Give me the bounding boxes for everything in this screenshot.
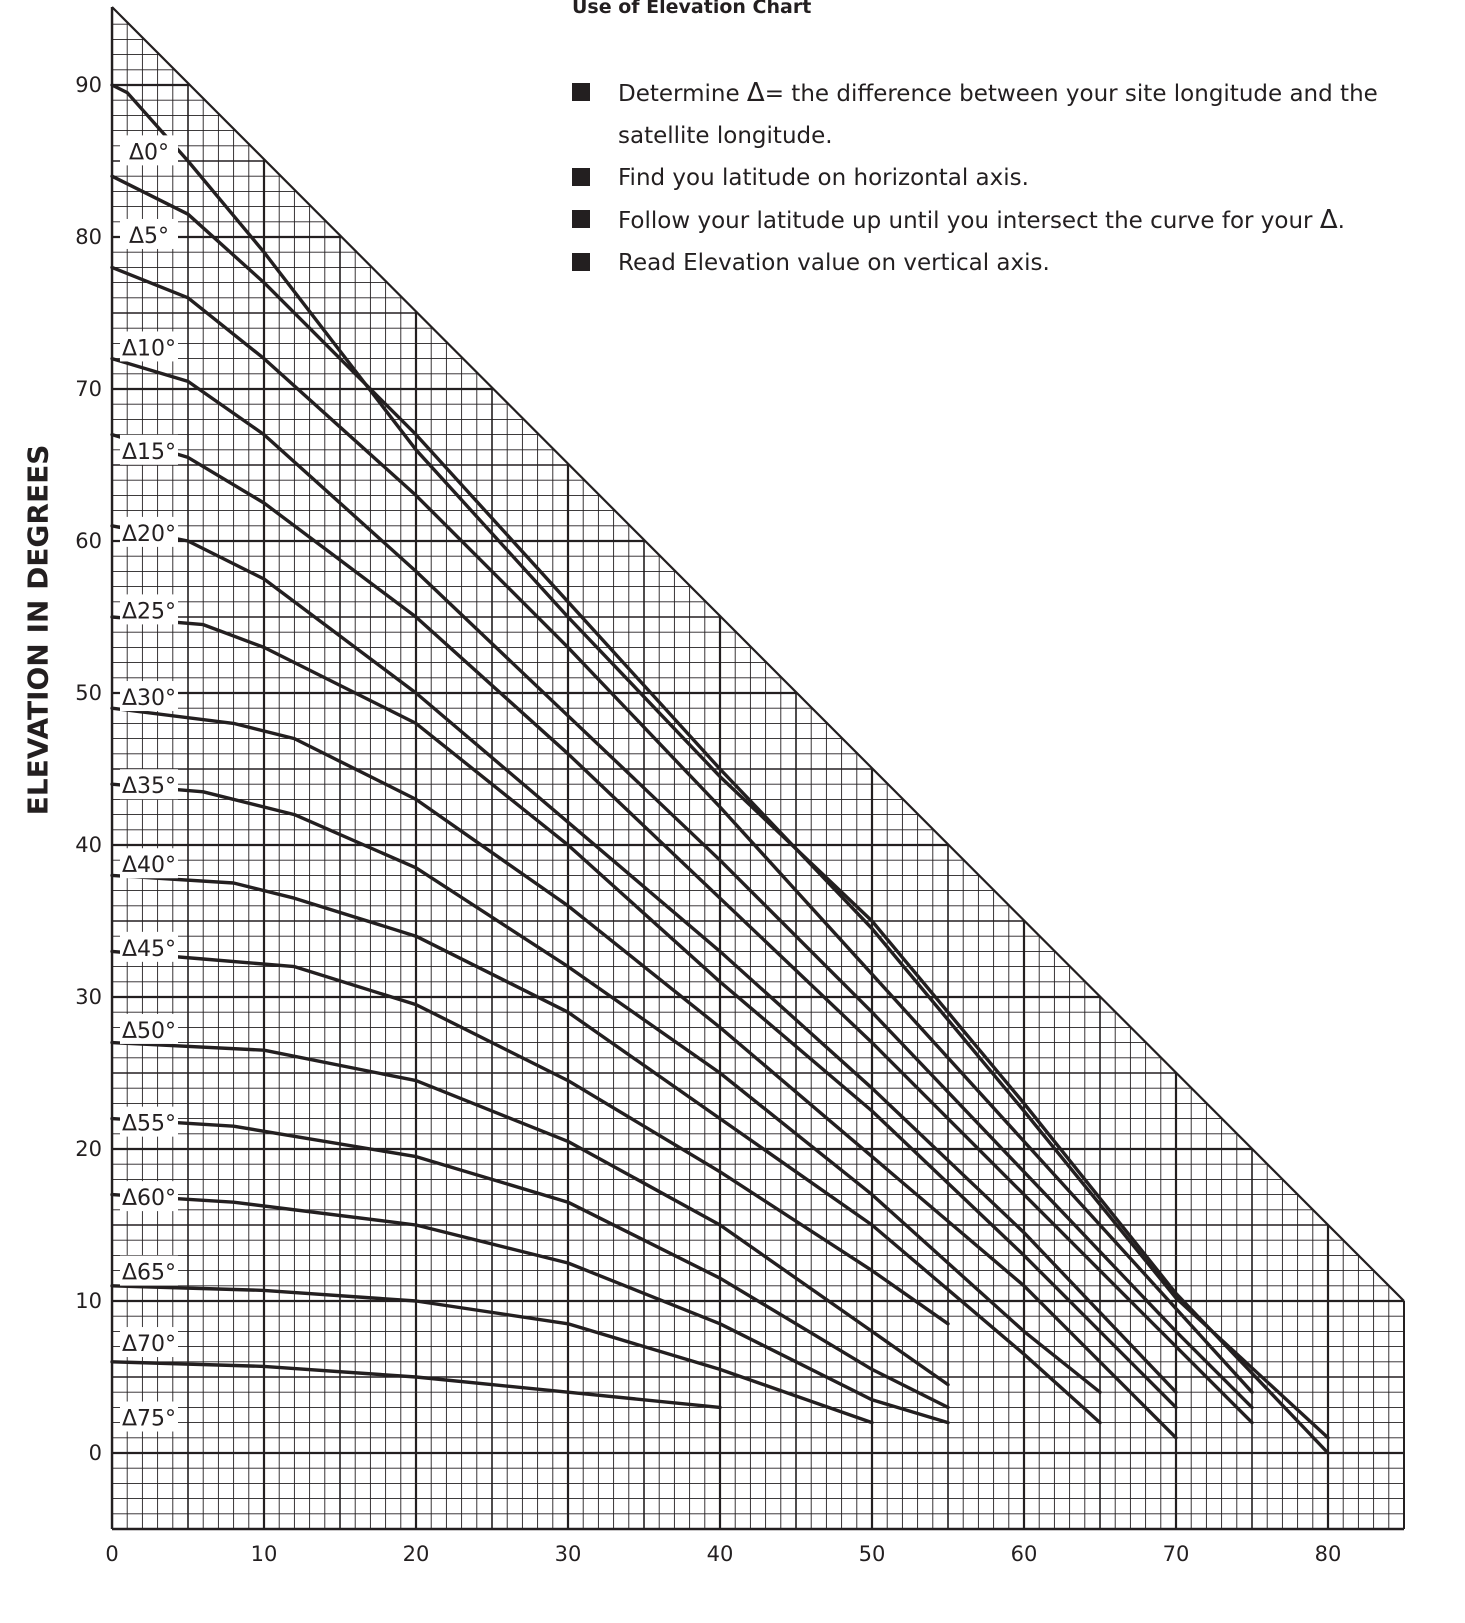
curve-line	[110, 432, 1254, 1425]
curve-line	[110, 706, 1178, 1440]
curve-label-background	[120, 594, 178, 625]
instructions-panel: Use of Elevation Chart Determine Δ= the …	[572, 0, 1452, 284]
curve-label-background	[120, 1401, 178, 1432]
curve-line	[110, 1040, 950, 1387]
curve-line	[110, 949, 950, 1326]
square-bullet-icon	[572, 168, 590, 186]
curve-line	[110, 782, 1102, 1394]
y-tick-label: 30	[75, 985, 102, 1009]
x-tick-label: 60	[1011, 1542, 1038, 1566]
instruction-text: Follow your latitude up until you inters…	[618, 208, 1320, 234]
curve-label-background	[120, 1013, 178, 1044]
y-tick-label: 10	[75, 1289, 102, 1313]
curve-label: Δ70°	[122, 1332, 176, 1357]
curve-line	[110, 873, 1102, 1425]
curve-label-background	[120, 434, 178, 465]
instruction-step: Follow your latitude up until you inters…	[572, 199, 1452, 242]
curve-label: Δ75°	[122, 1407, 176, 1432]
chart-frame	[110, 6, 1405, 1531]
square-bullet-icon	[572, 253, 590, 271]
curve-label: Δ10°	[122, 336, 176, 361]
curve-line	[110, 356, 1254, 1410]
curve-labels: Δ0° Δ5° Δ10° Δ15° Δ20° Δ25° Δ30° Δ35° Δ40° Δ45° Δ5…	[120, 135, 178, 1432]
curve-label: Δ50°	[122, 1019, 176, 1044]
y-tick-label: 80	[75, 225, 102, 249]
curve-label: Δ15°	[122, 440, 176, 465]
y-tick-label: 0	[89, 1441, 102, 1465]
curve-label: Δ25°	[122, 599, 176, 624]
curve-line	[110, 1192, 950, 1425]
curve-label: Δ65°	[122, 1261, 176, 1286]
x-tick-label: 40	[707, 1542, 734, 1566]
delta-symbol: Δ	[1319, 205, 1338, 235]
curve-label-background	[120, 931, 178, 962]
y-axis-ticks: 0 10 20 30 40 50 60 70 80 90	[75, 73, 102, 1465]
curve-label-background	[120, 135, 178, 166]
curve-label: Δ55°	[122, 1112, 176, 1137]
curve-label: Δ5°	[129, 224, 169, 249]
curve-line	[110, 265, 1254, 1394]
curve-label-background	[120, 1255, 178, 1286]
instruction-text: Determine	[618, 81, 747, 107]
curve-label: Δ35°	[122, 774, 176, 799]
delta-symbol: Δ	[746, 78, 765, 108]
curve-label-background	[120, 331, 178, 362]
y-tick-label: 50	[75, 681, 102, 705]
x-axis-ticks: 0 10 20 30 40 50 60 70 80	[105, 1542, 1341, 1566]
curve-line	[110, 615, 1178, 1410]
y-tick-label: 70	[75, 377, 102, 401]
curve-label: Δ60°	[122, 1186, 176, 1211]
curve-line	[110, 524, 1178, 1394]
curve-label-background	[120, 1327, 178, 1358]
instruction-step: Read Elevation value on vertical axis.	[572, 242, 1452, 284]
curve-label: Δ20°	[122, 522, 176, 547]
instruction-text: Find you latitude on horizontal axis.	[618, 165, 1029, 191]
curve-label: Δ30°	[122, 686, 176, 711]
instructions-title: Use of Elevation Chart	[572, 0, 812, 18]
curve-line	[110, 1284, 874, 1425]
instructions-steps: Determine Δ= the difference between your…	[572, 72, 1452, 284]
x-tick-label: 20	[403, 1542, 430, 1566]
x-tick-label: 70	[1163, 1542, 1190, 1566]
instruction-text: = the difference between your site longi…	[618, 81, 1378, 149]
y-tick-label: 20	[75, 1137, 102, 1161]
y-tick-label: 40	[75, 833, 102, 857]
curve-label-background	[120, 1181, 178, 1212]
curve-label-background	[120, 681, 178, 712]
curve-label-background	[120, 516, 178, 547]
x-tick-label: 30	[555, 1542, 582, 1566]
curve-label: Δ45°	[122, 937, 176, 962]
instruction-text: Read Elevation value on vertical axis.	[618, 250, 1050, 276]
square-bullet-icon	[572, 210, 590, 228]
curve-label-background	[120, 769, 178, 800]
curve-line	[110, 174, 1330, 1440]
curve-label: Δ0°	[129, 140, 169, 165]
y-tick-label: 90	[75, 73, 102, 97]
y-axis-label: ELEVATION IN DEGREES	[21, 444, 55, 816]
diagonal-boundary-line	[111, 6, 1405, 1302]
instruction-text: .	[1337, 208, 1345, 234]
x-tick-label: 80	[1315, 1542, 1342, 1566]
curve-label: Δ40°	[122, 853, 176, 878]
x-tick-label: 10	[251, 1542, 278, 1566]
curve-label-background	[120, 848, 178, 879]
instruction-step: Find you latitude on horizontal axis.	[572, 157, 1452, 199]
y-tick-label: 60	[75, 529, 102, 553]
curve-line	[110, 1116, 950, 1410]
instruction-step: Determine Δ= the difference between your…	[572, 72, 1452, 157]
curve-line	[110, 1360, 722, 1410]
x-tick-label: 0	[105, 1542, 118, 1566]
square-bullet-icon	[572, 83, 590, 101]
x-tick-label: 50	[859, 1542, 886, 1566]
curve-label-background	[120, 218, 178, 249]
curve-label-background	[120, 1106, 178, 1137]
chart-curves	[110, 83, 1330, 1455]
